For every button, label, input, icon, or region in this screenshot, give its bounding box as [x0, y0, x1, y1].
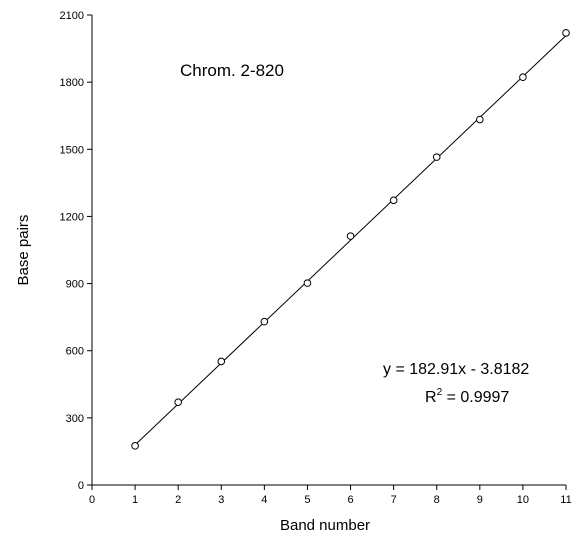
y-tick-label: 1500 [60, 144, 84, 156]
r-squared-text: R2 = 0.9997 [425, 387, 509, 406]
x-axis-ticks: 0 1 2 3 4 5 6 7 8 9 10 11 [89, 485, 572, 506]
data-points [131, 29, 570, 450]
y-tick-label: 1200 [60, 211, 84, 223]
data-point [303, 279, 312, 287]
y-tick-label: 2100 [60, 10, 84, 22]
data-point [260, 317, 269, 326]
y-axis-ticks: 0 300 600 900 1200 1500 1800 2100 [60, 10, 92, 492]
data-point [174, 398, 182, 406]
data-point [389, 196, 398, 205]
x-axis-title: Band number [280, 517, 370, 534]
x-tick-label: 8 [434, 494, 440, 506]
y-tick-label: 600 [66, 346, 84, 358]
x-tick-label: 5 [304, 494, 310, 506]
data-point [562, 29, 570, 37]
data-point [432, 153, 441, 161]
x-tick-label: 2 [175, 494, 181, 506]
y-tick-label: 300 [66, 413, 84, 425]
data-point [131, 442, 139, 450]
x-tick-label: 10 [517, 494, 529, 506]
x-tick-label: 0 [89, 494, 95, 506]
x-tick-label: 11 [560, 494, 571, 506]
x-tick-label: 7 [391, 494, 397, 506]
data-point [476, 115, 484, 124]
chart-annotation: Chrom. 2-820 [180, 61, 284, 80]
x-tick-label: 1 [132, 494, 138, 506]
y-tick-label: 1800 [60, 77, 84, 89]
data-point [346, 232, 355, 240]
x-tick-label: 3 [218, 494, 224, 506]
trendline [134, 35, 567, 446]
y-tick-label: 900 [66, 279, 84, 291]
y-tick-label: 0 [78, 480, 84, 492]
equation-text: y = 182.91x - 3.8182 [383, 361, 529, 378]
data-point [217, 357, 226, 366]
x-tick-label: 4 [261, 494, 267, 506]
y-axis-title: Base pairs [15, 215, 32, 286]
data-point [519, 73, 527, 82]
x-tick-label: 6 [347, 494, 353, 506]
x-tick-label: 9 [477, 494, 483, 506]
